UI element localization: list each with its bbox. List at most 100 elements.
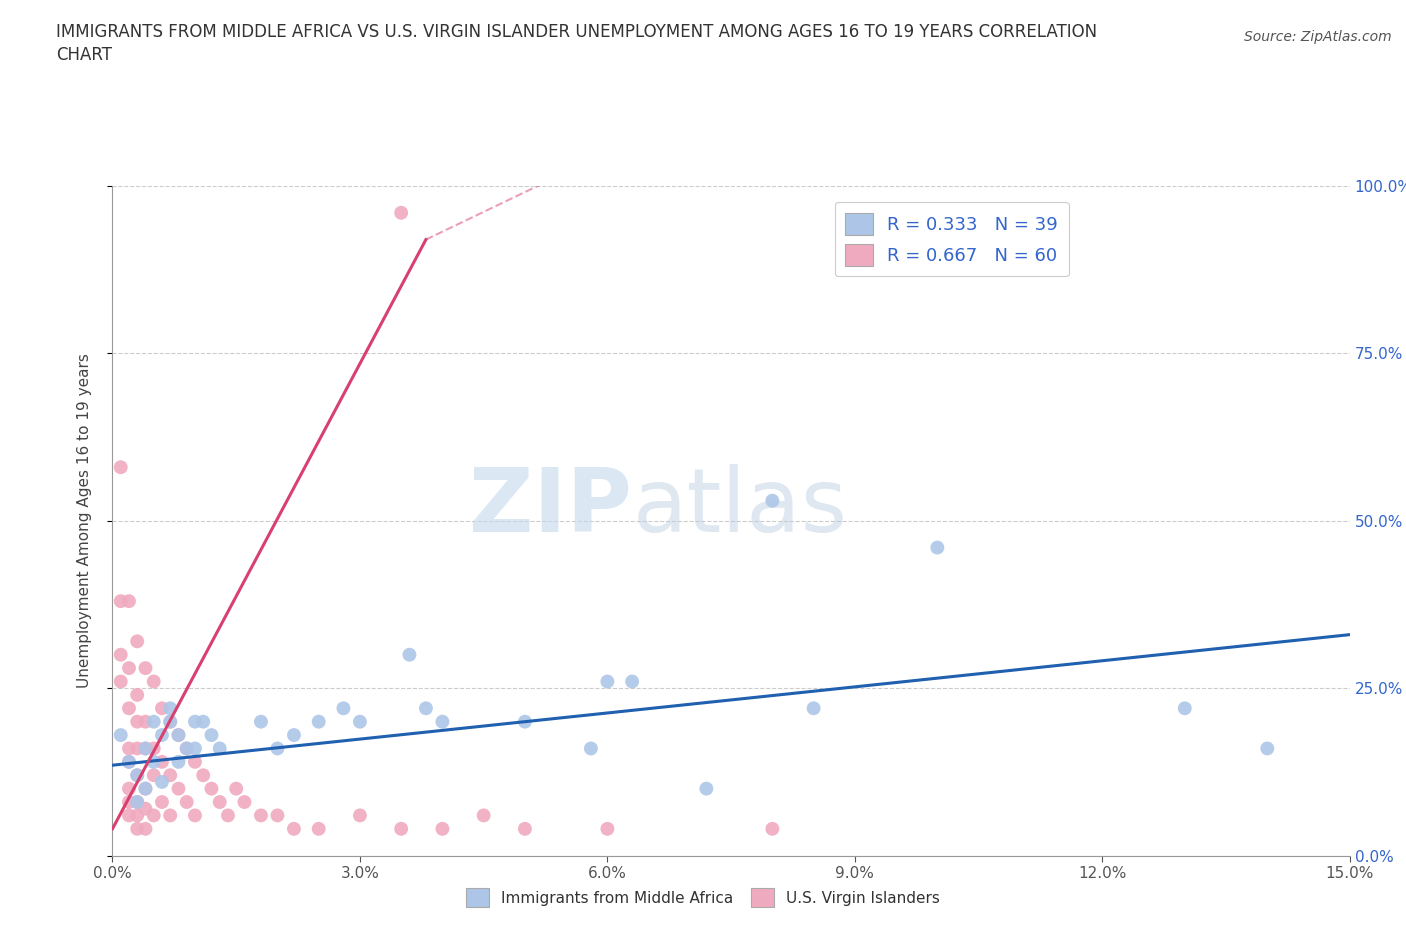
Point <box>127 714 149 729</box>
Point <box>283 727 305 742</box>
Point <box>127 794 149 809</box>
Point <box>142 741 165 756</box>
Point <box>200 727 222 742</box>
Point <box>389 821 412 836</box>
Point <box>134 802 156 817</box>
Point <box>150 775 173 790</box>
Point <box>513 714 536 729</box>
Point <box>134 741 156 756</box>
Point <box>159 768 181 783</box>
Point <box>193 714 215 729</box>
Point <box>110 727 132 742</box>
Point <box>134 781 156 796</box>
Point <box>150 727 173 742</box>
Point <box>250 714 273 729</box>
Point <box>184 714 207 729</box>
Point <box>184 808 207 823</box>
Point <box>695 781 717 796</box>
Point <box>142 768 165 783</box>
Point <box>761 493 783 508</box>
Point <box>159 808 181 823</box>
Point <box>127 821 149 836</box>
Point <box>118 781 141 796</box>
Point <box>110 674 132 689</box>
Point <box>118 741 141 756</box>
Text: Source: ZipAtlas.com: Source: ZipAtlas.com <box>1244 30 1392 44</box>
Text: ZIP: ZIP <box>470 464 633 551</box>
Point <box>118 794 141 809</box>
Point <box>266 808 288 823</box>
Point <box>233 794 256 809</box>
Point <box>142 808 165 823</box>
Point <box>389 206 412 220</box>
Point <box>142 754 165 769</box>
Point <box>110 593 132 608</box>
Text: IMMIGRANTS FROM MIDDLE AFRICA VS U.S. VIRGIN ISLANDER UNEMPLOYMENT AMONG AGES 16: IMMIGRANTS FROM MIDDLE AFRICA VS U.S. VI… <box>56 23 1097 41</box>
Point <box>134 781 156 796</box>
Point <box>110 647 132 662</box>
Text: atlas: atlas <box>633 464 848 551</box>
Point <box>332 701 354 716</box>
Point <box>217 808 239 823</box>
Point <box>134 821 156 836</box>
Point <box>596 674 619 689</box>
Point <box>225 781 247 796</box>
Point <box>176 741 198 756</box>
Text: CHART: CHART <box>56 46 112 64</box>
Point <box>118 754 141 769</box>
Point <box>184 754 207 769</box>
Point <box>200 781 222 796</box>
Point <box>150 794 173 809</box>
Point <box>134 714 156 729</box>
Legend: R = 0.333   N = 39, R = 0.667   N = 60: R = 0.333 N = 39, R = 0.667 N = 60 <box>835 202 1069 276</box>
Point <box>142 674 165 689</box>
Point <box>250 808 273 823</box>
Point <box>167 781 190 796</box>
Point <box>127 808 149 823</box>
Point <box>167 727 190 742</box>
Point <box>308 821 330 836</box>
Point <box>513 821 536 836</box>
Point <box>118 808 141 823</box>
Point <box>127 794 149 809</box>
Point <box>127 768 149 783</box>
Point <box>472 808 495 823</box>
Point <box>159 701 181 716</box>
Point <box>803 701 825 716</box>
Point <box>110 459 132 474</box>
Point <box>415 701 437 716</box>
Point <box>349 808 371 823</box>
Point <box>193 768 215 783</box>
Point <box>266 741 288 756</box>
Point <box>579 741 602 756</box>
Point <box>308 714 330 729</box>
Point <box>184 741 207 756</box>
Legend: Immigrants from Middle Africa, U.S. Virgin Islanders: Immigrants from Middle Africa, U.S. Virg… <box>460 883 946 913</box>
Point <box>127 634 149 649</box>
Point <box>150 701 173 716</box>
Point <box>159 714 181 729</box>
Point <box>208 794 231 809</box>
Point <box>127 687 149 702</box>
Point <box>596 821 619 836</box>
Point <box>432 821 454 836</box>
Point <box>134 660 156 675</box>
Point <box>134 741 156 756</box>
Point <box>127 741 149 756</box>
Point <box>127 768 149 783</box>
Point <box>150 754 173 769</box>
Point <box>621 674 644 689</box>
Point <box>927 540 949 555</box>
Point <box>159 714 181 729</box>
Point <box>761 821 783 836</box>
Y-axis label: Unemployment Among Ages 16 to 19 years: Unemployment Among Ages 16 to 19 years <box>77 353 91 688</box>
Point <box>283 821 305 836</box>
Point <box>176 741 198 756</box>
Point <box>349 714 371 729</box>
Point <box>208 741 231 756</box>
Point <box>118 660 141 675</box>
Point <box>1174 701 1197 716</box>
Point <box>118 701 141 716</box>
Point <box>118 593 141 608</box>
Point <box>398 647 420 662</box>
